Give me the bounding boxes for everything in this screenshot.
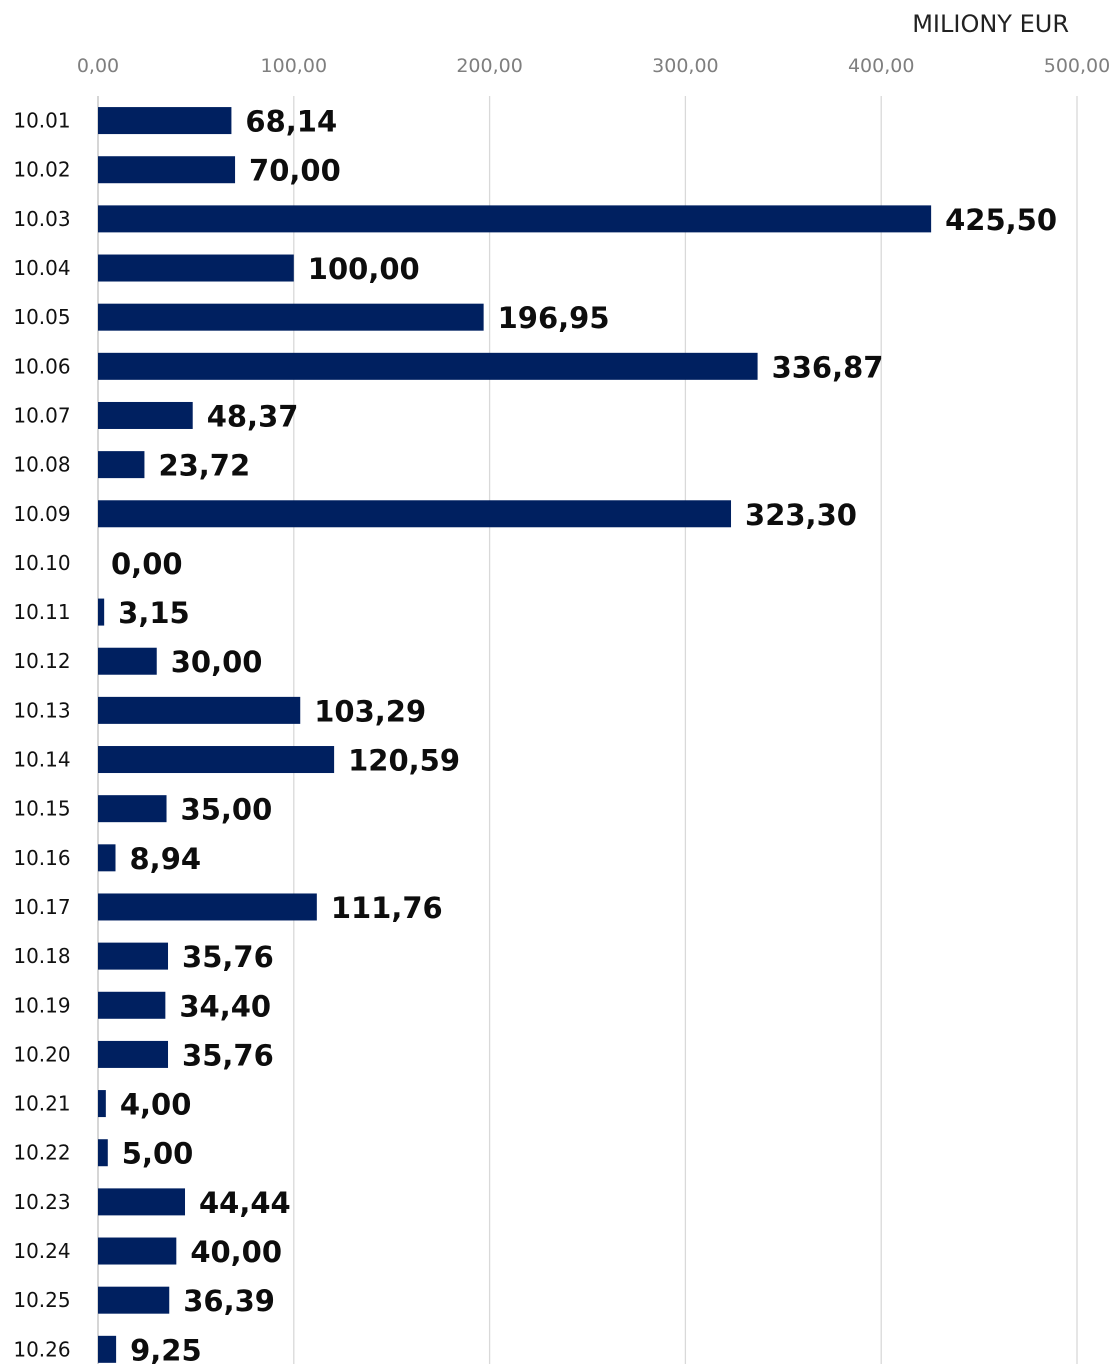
bar [98,254,294,282]
data-label: 120,59 [348,744,460,778]
category-label: 10.26 [13,1337,70,1361]
x-tick-label: 300,00 [652,55,718,77]
data-label: 196,95 [498,301,610,335]
bar [98,352,758,380]
bar [98,107,232,135]
category-label: 10.17 [13,895,70,919]
bars [98,107,932,1363]
data-label: 35,00 [181,793,273,827]
category-label: 10.09 [13,502,70,526]
category-label: 10.25 [13,1288,70,1312]
data-label: 40,00 [190,1235,282,1269]
bar [98,1335,117,1363]
category-label: 10.15 [13,797,70,821]
category-label: 10.01 [13,109,70,133]
data-label: 35,76 [182,1038,274,1072]
bar [98,500,732,528]
data-label: 30,00 [171,645,263,679]
category-label: 10.11 [13,600,70,624]
data-label: 35,76 [182,940,274,974]
category-label: 10.10 [13,551,70,575]
bar [98,795,167,823]
data-label: 5,00 [122,1137,194,1171]
bar [98,156,236,184]
category-label: 10.16 [13,846,70,870]
data-label: 36,39 [183,1284,275,1318]
bar [98,746,335,774]
x-tick-label: 0,00 [77,55,119,77]
data-label: 111,76 [331,891,443,925]
data-label: 3,15 [118,596,190,630]
bar [98,991,166,1019]
bar [98,1188,186,1216]
category-label: 10.18 [13,944,70,968]
bar [98,696,301,724]
bar [98,401,193,429]
category-label: 10.14 [13,748,70,772]
data-label: 68,14 [245,105,337,139]
category-label: 10.13 [13,698,70,722]
category-label: 10.02 [13,158,70,182]
category-label: 10.19 [13,993,70,1017]
category-label: 10.21 [13,1092,70,1116]
category-label: 10.06 [13,354,70,378]
value-labels: 68,14 70,00 425,50 100,00 196,95 336,87 48,37 2… [111,105,1057,1364]
category-label: 10.24 [13,1239,70,1263]
x-tick-label: 200,00 [456,55,522,77]
data-label: 425,50 [945,203,1057,237]
x-axis-ticks: 0,00 100,00 200,00 300,00 400,00 500,00 [77,55,1110,77]
category-label: 10.23 [13,1190,70,1214]
category-label: 10.08 [13,453,70,477]
bar [98,1090,106,1118]
data-label: 323,30 [745,498,857,532]
category-label: 10.12 [13,649,70,673]
data-label: 23,72 [158,449,250,483]
data-label: 8,94 [130,842,202,876]
bar [98,1040,169,1068]
category-labels: 10.01 10.02 10.03 10.04 10.05 10.06 10.07 10.08… [13,109,70,1362]
category-label: 10.05 [13,305,70,329]
data-label: 100,00 [308,252,420,286]
category-label: 10.20 [13,1042,70,1066]
bar [98,942,169,970]
bar [98,598,105,626]
data-label: 336,87 [772,350,884,384]
gridlines [97,96,1078,1364]
data-label: 9,25 [130,1333,202,1364]
category-label: 10.22 [13,1141,70,1165]
x-tick-label: 500,00 [1044,55,1110,77]
bar [98,1139,108,1167]
x-tick-label: 100,00 [261,55,327,77]
data-label: 34,40 [179,989,271,1023]
data-label: 70,00 [249,154,341,188]
bar [98,1237,177,1265]
unit-label: MILIONY EUR [912,10,1069,38]
data-label: 103,29 [314,694,426,728]
bar [98,893,317,921]
bar [98,303,484,331]
bar [98,451,145,479]
category-label: 10.07 [13,403,70,427]
data-label: 44,44 [199,1186,291,1220]
category-label: 10.03 [13,207,70,231]
data-label: 48,37 [207,399,299,433]
bar [98,1286,170,1314]
bar [98,205,932,233]
bar [98,647,157,675]
bar [98,844,116,872]
category-label: 10.04 [13,256,70,280]
data-label: 0,00 [111,547,183,581]
data-label: 4,00 [120,1088,192,1122]
x-tick-label: 400,00 [848,55,914,77]
